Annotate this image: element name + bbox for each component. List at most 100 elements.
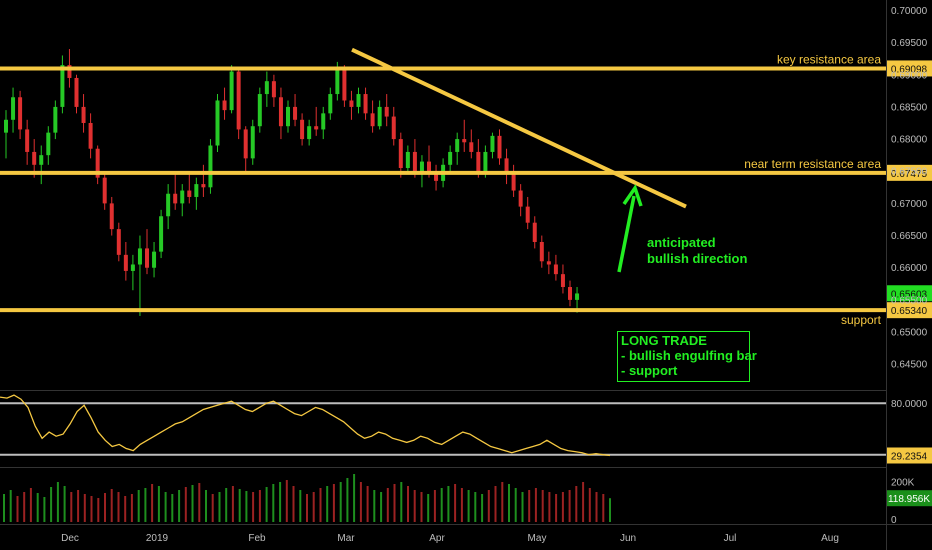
rsi-line xyxy=(0,394,611,457)
trendline-layer xyxy=(351,47,687,209)
candle-body xyxy=(229,71,234,111)
candle-body xyxy=(532,222,537,242)
candle-body xyxy=(109,203,114,230)
candle xyxy=(504,148,509,185)
last-price-badge-text: 0.65603 xyxy=(891,289,928,300)
candle xyxy=(539,235,544,268)
candle-body xyxy=(300,119,305,140)
price-tick-label: 0.65500 xyxy=(891,295,928,306)
volume-value-badge xyxy=(887,490,932,507)
candle-body xyxy=(137,248,142,265)
volume-bar xyxy=(534,488,537,522)
candle-body xyxy=(102,177,107,204)
candle xyxy=(109,196,114,236)
volume-bar xyxy=(568,490,571,522)
candle-body xyxy=(215,100,220,146)
candle-body xyxy=(194,184,199,197)
volume-bar xyxy=(440,488,443,522)
volume-bar xyxy=(460,488,463,522)
level-price-badge xyxy=(887,302,932,319)
candle xyxy=(145,229,149,275)
volume-bar xyxy=(63,486,66,522)
volume-bar xyxy=(16,496,19,522)
candle-body xyxy=(560,274,565,288)
candle xyxy=(208,139,213,194)
volume-bar xyxy=(380,492,383,522)
volume-bar xyxy=(205,490,207,522)
candle xyxy=(53,100,58,140)
volume-bar xyxy=(454,484,457,522)
candle xyxy=(377,100,382,130)
candle-body xyxy=(180,190,185,204)
volume-bar xyxy=(3,494,5,522)
arrow-head xyxy=(622,184,643,207)
volume-bar xyxy=(184,487,187,522)
direction-annotation-line: anticipated xyxy=(647,235,716,250)
volume-bar xyxy=(346,478,349,522)
candle xyxy=(511,164,516,197)
volume-bar xyxy=(77,490,80,522)
time-tick-label: Jun xyxy=(620,533,636,544)
candle-body xyxy=(257,94,262,127)
volume-bar xyxy=(265,487,268,522)
volume-bar xyxy=(595,492,598,522)
volume-bar xyxy=(575,486,578,522)
volume-bar xyxy=(413,490,416,522)
candle-body xyxy=(568,287,572,300)
candle-body xyxy=(497,135,502,159)
volume-bar xyxy=(56,482,59,522)
candle xyxy=(497,129,502,165)
candle-body xyxy=(504,158,509,175)
candle xyxy=(278,87,283,140)
volume-bar xyxy=(245,491,248,522)
rsi-value-badge-text: 29.2354 xyxy=(891,451,928,462)
trade-box-line: - bullish engulfing bar xyxy=(621,348,757,363)
volume-bar xyxy=(319,488,322,522)
level-price-badge xyxy=(887,60,932,77)
candle xyxy=(102,174,107,210)
candle xyxy=(455,132,460,165)
volume-bar xyxy=(582,482,585,522)
rsi-level-label: 80.0000 xyxy=(891,399,928,410)
candle-body xyxy=(553,264,558,275)
candle-body xyxy=(32,151,37,165)
candle-body xyxy=(412,151,417,172)
candle-body xyxy=(419,161,424,172)
horizontal-levels: key resistance area 0.69098 near term resi… xyxy=(0,52,932,327)
candle-body xyxy=(427,161,431,175)
volume-bar xyxy=(279,482,282,522)
candle xyxy=(74,74,79,114)
candle xyxy=(405,145,410,175)
time-tick-label: Aug xyxy=(821,533,839,544)
candle xyxy=(257,87,262,133)
price-tick-label: 0.66000 xyxy=(891,263,928,274)
candle-body xyxy=(328,94,333,114)
volume-bar xyxy=(501,482,504,522)
candle xyxy=(271,74,276,107)
volume-bar xyxy=(151,484,154,522)
candle xyxy=(321,106,326,140)
candle xyxy=(356,87,361,114)
volume-bar xyxy=(218,492,221,522)
candle xyxy=(173,171,178,210)
candle xyxy=(300,113,305,146)
price-tick-label: 0.67000 xyxy=(891,199,928,210)
price-tick-label: 0.64500 xyxy=(891,360,928,371)
volume-bar xyxy=(359,482,362,522)
volume-bar xyxy=(420,492,423,522)
trade-box-border xyxy=(617,331,750,382)
candle-body xyxy=(74,77,79,107)
candle xyxy=(469,129,474,159)
level-price-badge-text: 0.69098 xyxy=(891,64,928,75)
volume-bar xyxy=(157,486,160,522)
level-price-badge xyxy=(887,164,932,181)
candle xyxy=(370,100,375,133)
volume-bar xyxy=(326,486,329,522)
candle xyxy=(525,196,530,230)
volume-bar xyxy=(124,496,127,522)
volume-bar xyxy=(373,490,376,522)
volume-bar xyxy=(561,492,564,522)
candle-body xyxy=(546,261,551,265)
